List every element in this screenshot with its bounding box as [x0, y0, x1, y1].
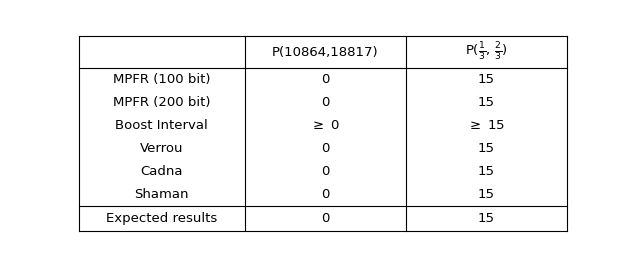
Text: $\geq$ 0: $\geq$ 0 [311, 119, 340, 132]
Text: MPFR (100 bit): MPFR (100 bit) [113, 73, 210, 86]
Text: 15: 15 [478, 96, 495, 109]
Text: P($\frac{1}{3}$, $\frac{2}{3}$): P($\frac{1}{3}$, $\frac{2}{3}$) [465, 41, 508, 63]
Text: 0: 0 [321, 73, 329, 86]
Text: Expected results: Expected results [106, 212, 217, 225]
Text: $\geq$ 15: $\geq$ 15 [467, 119, 506, 132]
Text: Boost Interval: Boost Interval [115, 119, 208, 132]
Text: 15: 15 [478, 212, 495, 225]
Text: 0: 0 [321, 212, 329, 225]
Text: 0: 0 [321, 142, 329, 155]
Text: 0: 0 [321, 165, 329, 178]
Text: 15: 15 [478, 73, 495, 86]
Text: 0: 0 [321, 96, 329, 109]
Text: Cadna: Cadna [140, 165, 183, 178]
Text: P(10864,18817): P(10864,18817) [272, 45, 379, 59]
Text: 15: 15 [478, 188, 495, 201]
Text: Verrou: Verrou [140, 142, 183, 155]
Text: 0: 0 [321, 188, 329, 201]
Text: 15: 15 [478, 142, 495, 155]
Text: 15: 15 [478, 165, 495, 178]
Text: Shaman: Shaman [134, 188, 189, 201]
Text: MPFR (200 bit): MPFR (200 bit) [113, 96, 210, 109]
